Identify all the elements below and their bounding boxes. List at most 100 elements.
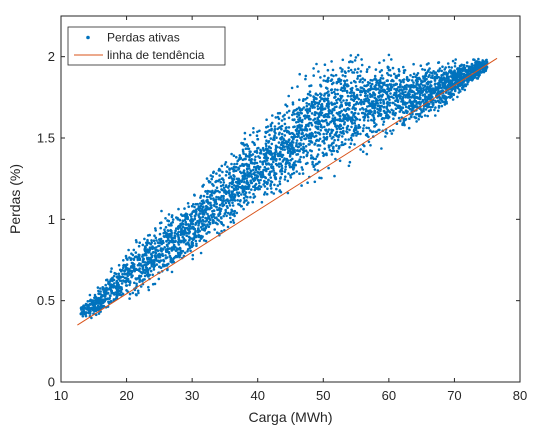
scatter-point [295,132,299,135]
scatter-point [104,283,107,287]
scatter-point [184,217,187,220]
scatter-point [314,101,317,104]
scatter-point [177,207,180,211]
scatter-point [222,181,226,184]
scatter-point [353,68,357,71]
scatter-point [240,171,243,175]
scatter-point [269,137,273,140]
scatter-point [238,182,241,186]
scatter-point [366,90,370,93]
scatter-point [419,89,422,92]
scatter-point [436,109,440,113]
scatter-point [359,98,363,102]
scatter-point [339,104,342,108]
scatter-point [218,197,221,200]
scatter-point [283,170,287,173]
scatter-point [344,116,348,119]
scatter-point [470,67,473,70]
scatter-point [347,66,350,70]
scatter-point [414,116,418,120]
scatter-point [189,219,193,223]
scatter-point [143,271,147,275]
scatter-point [450,84,453,87]
scatter-point [233,162,236,166]
scatter-point [417,89,420,93]
scatter-point [190,204,194,208]
scatter-point [193,214,197,218]
scatter-point [308,149,312,152]
scatter-point [327,90,330,93]
scatter-point [336,150,339,154]
scatter-point [339,82,343,86]
scatter-point [230,185,234,189]
scatter-point [304,98,307,101]
scatter-point [259,160,262,163]
scatter-point [273,125,277,128]
scatter-point [164,225,168,229]
scatter-point [195,210,198,213]
scatter-point [401,97,405,100]
scatter-point [256,171,259,174]
scatter-point [258,187,262,191]
scatter-point [215,205,218,209]
scatter-point [444,80,448,83]
scatter-point [389,129,392,133]
scatter-point [300,166,304,169]
scatter-point [280,119,284,122]
scatter-point [223,191,226,194]
scatter-point [291,152,295,155]
scatter-point [353,59,357,62]
scatter-point [340,101,343,104]
scatter-point [360,102,363,106]
scatter-point [302,145,305,149]
scatter-point [383,111,387,115]
scatter-point [392,96,395,100]
scatter-point [367,126,371,130]
scatter-point [99,287,102,290]
scatter-point [130,265,133,268]
scatter-point [130,275,133,279]
scatter-point [427,88,431,91]
scatter-point [336,138,340,142]
scatter-point [139,285,143,288]
scatter-point [380,95,384,98]
scatter-point [361,80,364,84]
scatter-point [347,115,350,118]
scatter-point [312,98,316,102]
scatter-point [437,100,441,104]
scatter-point [280,146,284,150]
scatter-point [428,102,431,105]
scatter-point [134,239,138,242]
scatter-point [330,60,333,63]
scatter-point [244,185,247,188]
scatter-point [356,71,359,74]
scatter-point [440,69,444,73]
scatter-point [233,175,236,178]
scatter-point [395,96,399,99]
scatter-point [443,103,447,106]
scatter-point [485,60,489,64]
scatter-point [401,91,404,94]
scatter-point [167,238,170,241]
scatter-point [220,229,223,233]
scatter-point [425,71,428,75]
scatter-point [204,220,207,223]
scatter-point [263,168,267,172]
scatter-point [291,136,295,139]
scatter-point [155,263,159,266]
scatter-point [179,251,182,255]
scatter-point [166,247,169,251]
scatter-point [355,134,358,137]
scatter-point [444,71,448,74]
scatter-point [202,227,206,230]
scatter-point [190,237,194,240]
scatter-point [167,213,171,216]
scatter-point [329,79,333,82]
scatter-point [466,82,469,86]
scatter-point [267,167,270,170]
scatter-point [378,104,381,108]
scatter-point [467,65,471,68]
scatter-point [373,106,376,110]
scatter-point [109,270,113,273]
scatter-point [364,92,367,95]
